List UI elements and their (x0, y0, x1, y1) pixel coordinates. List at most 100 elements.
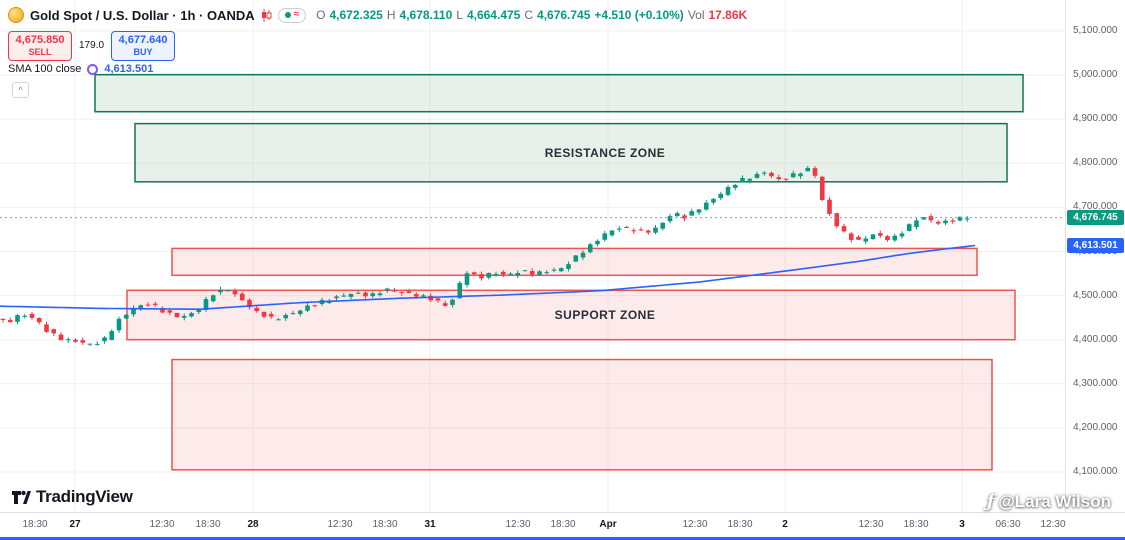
candle-body (732, 184, 738, 188)
price-axis[interactable]: 5,100.000 5,000.000 4,900.000 4,800.000 4,70… (1065, 0, 1125, 512)
buy-label: BUY (133, 46, 153, 57)
indicator-value: 4,613.501 (104, 63, 154, 75)
candle-body (15, 315, 20, 322)
candle-body (580, 252, 586, 258)
spread-value: 179.0 (79, 40, 105, 52)
chart-legend: Gold Spot / U.S. Dollar · 1h · OANDA ≈ O… (8, 7, 747, 23)
candle-body (283, 314, 289, 319)
mid-support-zone[interactable] (171, 247, 978, 277)
candle-body (73, 339, 78, 342)
candle-body (22, 315, 28, 317)
candle-body (899, 233, 905, 237)
candle-body (964, 218, 970, 220)
sell-button[interactable]: 4,675.850 SELL (8, 31, 72, 61)
candle-body (653, 227, 658, 233)
lower-support-zone[interactable] (171, 358, 993, 471)
candle-body (399, 292, 405, 294)
market-status-pill[interactable]: ≈ (277, 7, 307, 23)
gold-symbol-icon (8, 7, 24, 23)
candle-body (268, 314, 274, 317)
candle-body (551, 269, 557, 271)
upper-resistance-zone[interactable] (94, 73, 1024, 113)
candle-body (341, 295, 347, 297)
candle-body (609, 230, 615, 236)
volume-label: Vol (687, 8, 705, 22)
time-tick-label: 12:30 (858, 519, 884, 530)
sell-price: 4,675.850 (15, 34, 65, 46)
resistance-zone-label: RESISTANCE ZONE (544, 145, 666, 160)
candle-body (435, 298, 441, 301)
sma-line[interactable] (0, 244, 976, 311)
price-chart[interactable] (0, 0, 1065, 512)
indicator-color-icon (87, 63, 99, 75)
candle-body (638, 229, 644, 231)
candle-body (703, 202, 709, 210)
candle-body (210, 295, 216, 302)
indicator-legend[interactable]: SMA 100 close 4,613.501 (8, 63, 153, 75)
buy-button[interactable]: 4,677.640 BUY (111, 31, 176, 61)
high-label: H (386, 8, 396, 22)
trade-panel: 4,675.850 SELL 179.0 4,677.640 BUY (8, 31, 176, 61)
price-tick-label: 4,200.000 (1073, 421, 1118, 433)
candle-body (145, 304, 151, 306)
candle-body (602, 233, 608, 240)
candle-body (587, 244, 593, 253)
collapse-legend-button[interactable]: ^ (12, 82, 29, 98)
volume-value: 17.86K (708, 8, 748, 22)
time-tick-label: 18:30 (550, 519, 576, 530)
candle-body (558, 268, 564, 272)
candle-body (783, 178, 789, 180)
candle-body (290, 313, 296, 315)
candle-body (181, 315, 187, 318)
sell-label: SELL (28, 46, 52, 57)
candle-body (616, 228, 622, 230)
time-tick-label: 12:30 (327, 519, 353, 530)
candlestick-style-icon[interactable] (261, 8, 272, 22)
candle-body (189, 313, 194, 317)
candle-body (682, 215, 687, 219)
candle-body (486, 272, 492, 278)
price-tick-label: 4,100.000 (1073, 466, 1118, 477)
candle-body (7, 320, 13, 323)
candle-body (943, 220, 948, 224)
symbol-title[interactable]: Gold Spot / U.S. Dollar · 1h · OANDA (30, 7, 255, 23)
tradingview-logo-text: TradingView (36, 486, 133, 506)
candle-body (754, 174, 760, 178)
price-tick-label: 4,800.000 (1073, 157, 1118, 169)
candle-body (116, 318, 122, 331)
candle-body (167, 310, 173, 313)
time-axis[interactable]: 18:30 27 12:30 18:30 28 12:30 18:30 31 12:30 18:3… (0, 512, 1125, 537)
candle-body (529, 270, 535, 275)
tradingview-logo[interactable]: TradingView (10, 486, 133, 507)
candle-body (812, 168, 818, 176)
candle-body (392, 290, 397, 292)
candle-body (870, 234, 876, 240)
candle-body (674, 213, 680, 217)
candle-body (660, 222, 666, 229)
candle-body (935, 221, 941, 224)
candle-body (725, 187, 731, 195)
candle-body (363, 292, 368, 297)
author-watermark: ƒ @Lara Wilson (987, 492, 1111, 512)
candle-body (109, 331, 115, 340)
candle-body (464, 273, 470, 285)
candle-body (406, 291, 412, 294)
candle-body (254, 307, 260, 312)
candle-body (44, 324, 49, 332)
candle-body (305, 305, 310, 311)
time-tick-label: 12:30 (682, 519, 708, 530)
open-value: 4,672.325 (329, 8, 383, 22)
support-zone-label: SUPPORT ZONE (554, 308, 656, 322)
candle-body (102, 337, 107, 342)
time-tick-label: 18:30 (903, 519, 929, 530)
candle-body (94, 343, 100, 345)
candle-body (769, 172, 774, 177)
candle-body (450, 299, 455, 305)
time-tick-major: 2 (782, 519, 788, 530)
candle-body (58, 334, 64, 341)
resistance-zone[interactable] (134, 122, 1008, 183)
candle-body (384, 288, 390, 291)
time-tick-major: Apr (599, 519, 617, 530)
indicator-name: SMA 100 close (8, 63, 82, 75)
candle-body (413, 294, 419, 297)
